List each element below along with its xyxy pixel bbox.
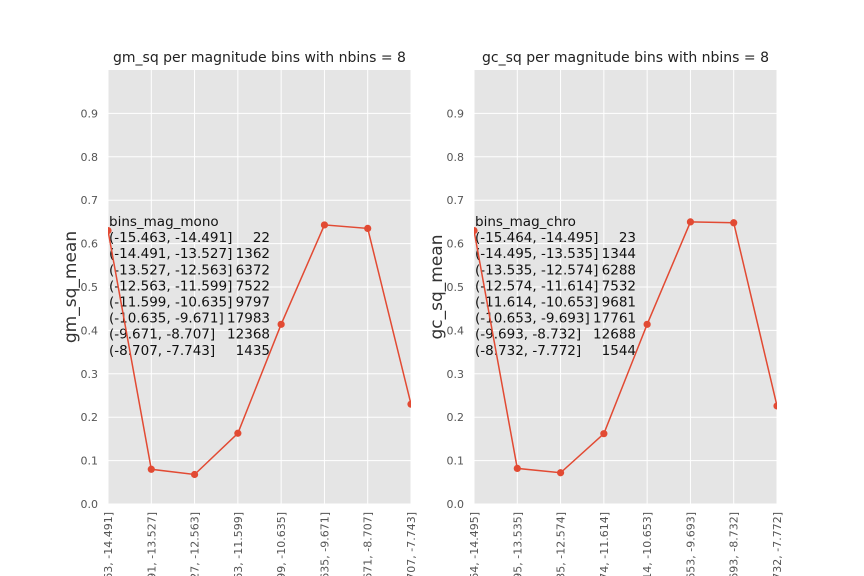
y-tick-label: 0.3 [81, 368, 99, 381]
annotation-row-label: (-12.563, -11.599] [109, 278, 232, 294]
y-tick-label: 0.2 [447, 411, 465, 424]
series [108, 221, 411, 479]
bins-annotation: bins_mag_chro(-15.464, -14.495] 23 (-14.49… [475, 214, 636, 359]
data-point [234, 429, 242, 437]
data-point [556, 469, 565, 477]
data-point [730, 219, 738, 227]
y-tick-label: 0.8 [447, 151, 465, 164]
annotation-row-label: (-15.464, -14.495] [475, 230, 598, 246]
y-tick-label: 0.1 [447, 455, 465, 468]
x-tick-label: (-14.491, -13.527] [145, 512, 158, 576]
annotation-row-count: 9681 [602, 295, 636, 311]
annotation-row-label: (-10.653, -9.693] [475, 311, 590, 327]
x-tick-label: (-11.599, -10.635] [275, 512, 288, 576]
annotation-row-label: (-8.732, -7.772] [475, 343, 581, 359]
y-tick-label: 0.0 [447, 498, 465, 511]
annotation-row-count: 17983 [227, 311, 270, 327]
annotation-row-count: 22 [253, 230, 270, 246]
y-tick-label: 0.1 [81, 455, 99, 468]
y-axis-label: gc_sq_mean [427, 235, 447, 340]
x-tick-label: (-12.563, -11.599] [232, 512, 245, 576]
data-point [277, 320, 285, 328]
annotation-row-label: (-14.495, -13.535] [475, 246, 598, 262]
bins-annotation: bins_mag_mono(-15.463, -14.491] 22 (-14.49… [109, 214, 270, 359]
annotation-row-label: (-11.599, -10.635] [109, 295, 232, 311]
series [474, 218, 777, 477]
x-tick-label: (-14.495, -13.535] [511, 512, 524, 576]
x-tick-label: (-13.527, -12.563] [189, 512, 202, 576]
annotation-row-count: 1544 [602, 343, 636, 359]
annotation-row-label: (-11.614, -10.653] [475, 295, 598, 311]
annotation-row-count: 23 [619, 230, 636, 246]
chart-panel-1: gm_sq per magnitude bins with nbins = 8 g… [61, 50, 418, 576]
annotation-row-label: (-14.491, -13.527] [109, 246, 232, 262]
data-point [407, 400, 411, 408]
annotation-row-count: 1435 [236, 343, 270, 359]
y-tick-label: 0.8 [81, 151, 99, 164]
x-tick-label: (-11.614, -10.653] [641, 512, 654, 576]
y-tick-label: 0.7 [81, 194, 99, 207]
annotation-row-count: 7522 [236, 278, 270, 294]
annotation-row-count: 6288 [602, 262, 636, 278]
annotation-row-label: (-13.535, -12.574] [475, 262, 598, 278]
y-tick-label: 0.9 [447, 107, 465, 120]
annotation-row-label: (-15.463, -14.491] [109, 230, 232, 246]
y-tick-label: 0.6 [447, 238, 465, 251]
data-point [513, 464, 521, 473]
data-point [773, 402, 777, 410]
x-tick-label: (-9.671, -8.707] [362, 512, 375, 576]
data-point [686, 218, 695, 226]
data-point [600, 430, 608, 438]
chart-title: gc_sq per magnitude bins with nbins = 8 [482, 50, 769, 66]
x-tick-label: (-8.732, -7.772] [771, 512, 784, 576]
data-point [147, 465, 155, 473]
x-tick-label: (-8.707, -7.743] [405, 512, 418, 576]
x-tick-label: (-15.463, -14.491] [102, 512, 115, 576]
annotation-row-label: (-10.635, -9.671] [109, 311, 224, 327]
annotation-row-label: (-9.671, -8.707] [109, 327, 215, 343]
annotation-row-count: 12688 [593, 327, 636, 343]
y-tick-label: 0.6 [81, 238, 99, 251]
annotation-row-count: 7532 [602, 278, 636, 294]
annotation-row-count: 17761 [593, 311, 636, 327]
annotation-row-count: 12368 [227, 327, 270, 343]
series-line [474, 221, 777, 474]
y-tick-label: 0.5 [81, 281, 99, 294]
chart-panel-2: gc_sq per magnitude bins with nbins = 8 g… [427, 50, 784, 576]
annotation-row-count: 6372 [236, 262, 270, 278]
y-tick-label: 0.5 [447, 281, 465, 294]
data-point [643, 320, 651, 328]
y-tick-label: 0.4 [447, 324, 465, 337]
x-tick-label: (-12.574, -11.614] [598, 512, 611, 576]
data-point [364, 224, 372, 233]
annotation-row-label: (-9.693, -8.732] [475, 327, 581, 343]
annotation-row-label: (-12.574, -11.614] [475, 278, 598, 294]
x-tick-label: (-10.635, -9.671] [318, 512, 331, 576]
annotation-row-count: 1344 [602, 246, 636, 262]
y-tick-label: 0.9 [81, 107, 99, 120]
y-axis-label: gm_sq_mean [61, 231, 81, 343]
x-tick-label: (-15.464, -14.495] [468, 512, 481, 576]
x-tick-label: (-10.653, -9.693] [684, 512, 697, 576]
y-tick-label: 0.7 [447, 194, 465, 207]
x-tick-label: (-13.535, -12.574] [555, 512, 568, 576]
y-tick-label: 0.4 [81, 324, 99, 337]
chart-title: gm_sq per magnitude bins with nbins = 8 [113, 50, 406, 66]
data-point [190, 470, 199, 479]
annotation-row-count: 1362 [236, 246, 270, 262]
x-tick-label: (-9.693, -8.732] [728, 512, 741, 576]
y-tick-label: 0.3 [447, 368, 465, 381]
data-point [108, 226, 112, 235]
data-point [320, 221, 329, 229]
annotation-header: bins_mag_mono [109, 214, 219, 230]
annotation-row-label: (-8.707, -7.743] [109, 343, 215, 359]
annotation-header: bins_mag_chro [475, 214, 576, 230]
annotation-row-count: 9797 [236, 295, 270, 311]
y-tick-label: 0.0 [81, 498, 99, 511]
series-line [108, 224, 411, 476]
annotation-row-label: (-13.527, -12.563] [109, 262, 232, 278]
data-point [474, 226, 478, 235]
y-tick-label: 0.2 [81, 411, 99, 424]
